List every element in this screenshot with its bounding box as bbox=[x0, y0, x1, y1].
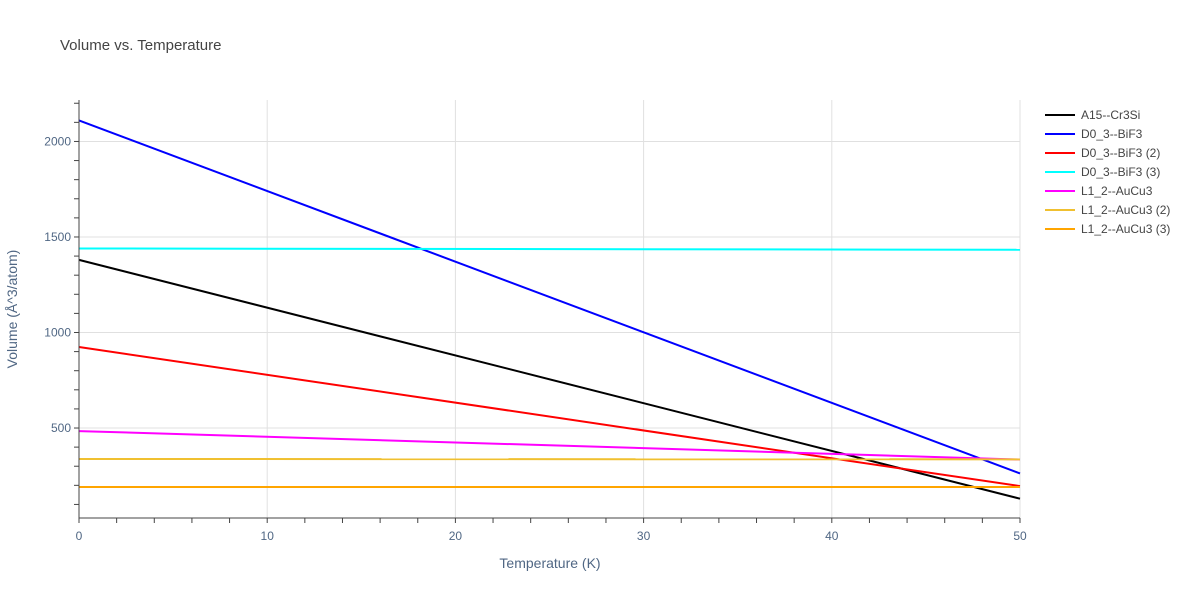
series-line-1 bbox=[78, 119, 1021, 475]
x-tick-label: 0 bbox=[76, 529, 83, 543]
x-tick-label: 30 bbox=[637, 529, 651, 543]
series-line-3 bbox=[78, 247, 1021, 251]
x-tick-label: 40 bbox=[825, 529, 839, 543]
legend-item[interactable]: D0_3--BiF3 bbox=[1045, 127, 1143, 141]
grid bbox=[79, 100, 1021, 518]
legend-label: L1_2--AuCu3 bbox=[1081, 184, 1153, 198]
legend-label: D0_3--BiF3 bbox=[1081, 127, 1143, 141]
legend-label: D0_3--BiF3 (2) bbox=[1081, 146, 1160, 160]
chart-title: Volume vs. Temperature bbox=[60, 37, 221, 54]
legend-label: L1_2--AuCu3 (3) bbox=[1081, 222, 1170, 236]
y-tick-label: 500 bbox=[51, 421, 71, 435]
legend-label: D0_3--BiF3 (3) bbox=[1081, 165, 1160, 179]
series-line-0 bbox=[78, 258, 1021, 500]
x-axis-title: Temperature (K) bbox=[499, 555, 600, 571]
y-tick-label: 1000 bbox=[44, 325, 71, 339]
x-tick-label: 20 bbox=[449, 529, 463, 543]
legend-item[interactable]: L1_2--AuCu3 bbox=[1045, 184, 1153, 198]
legend-item[interactable]: L1_2--AuCu3 (2) bbox=[1045, 203, 1170, 217]
legend-label: L1_2--AuCu3 (2) bbox=[1081, 203, 1170, 217]
x-tick-label: 50 bbox=[1013, 529, 1027, 543]
y-tick-label: 1500 bbox=[44, 230, 71, 244]
series-lines bbox=[78, 119, 1021, 500]
y-tick-label: 2000 bbox=[44, 134, 71, 148]
legend-label: A15--Cr3Si bbox=[1081, 108, 1140, 122]
series-line-2 bbox=[78, 346, 1021, 488]
legend-item[interactable]: D0_3--BiF3 (2) bbox=[1045, 146, 1160, 160]
series-line-4 bbox=[78, 430, 1021, 461]
x-tick-label: 10 bbox=[261, 529, 275, 543]
legend-item[interactable]: A15--Cr3Si bbox=[1045, 108, 1140, 122]
axes: 0 10 20 30 40 50 500 1000 1500 2000 bbox=[44, 100, 1027, 543]
y-axis-title: Volume (Å^3/atom) bbox=[4, 250, 20, 369]
legend-item[interactable]: D0_3--BiF3 (3) bbox=[1045, 165, 1160, 179]
legend-item[interactable]: L1_2--AuCu3 (3) bbox=[1045, 222, 1170, 236]
legend[interactable]: A15--Cr3Si D0_3--BiF3 D0_3--BiF3 (2) D0_3--… bbox=[1045, 108, 1170, 236]
